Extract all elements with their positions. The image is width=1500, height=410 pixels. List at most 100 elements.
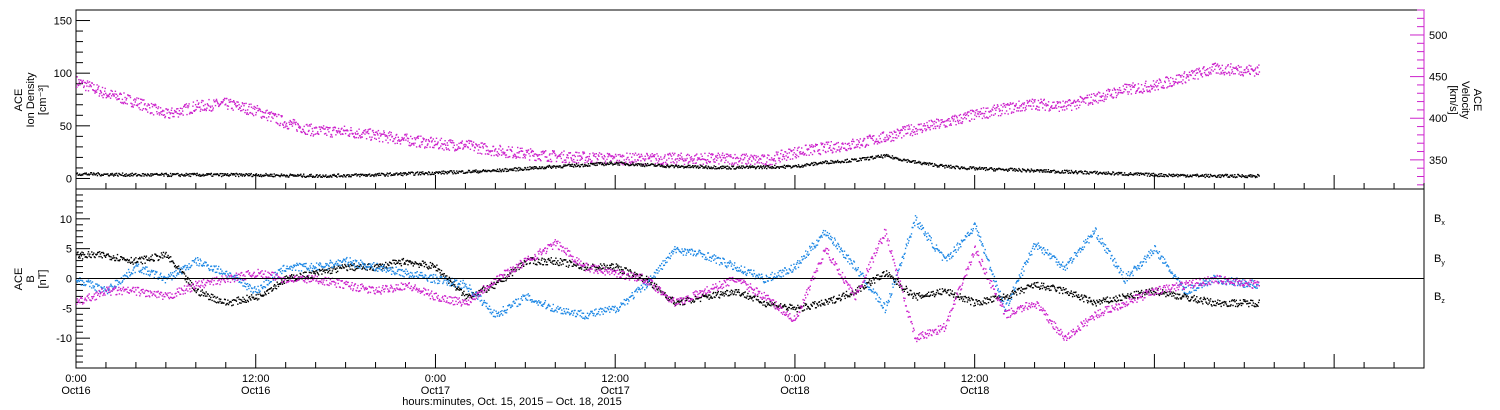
data-point	[540, 259, 543, 261]
data-point	[906, 125, 908, 127]
data-point	[286, 125, 288, 128]
data-point	[446, 173, 448, 175]
data-point	[399, 143, 402, 145]
data-point	[460, 141, 462, 144]
data-point	[1017, 107, 1019, 109]
data-point	[686, 165, 689, 168]
data-point	[776, 166, 778, 168]
data-point	[232, 174, 234, 176]
data-point	[1158, 78, 1161, 80]
data-point	[344, 263, 346, 266]
data-point	[780, 153, 782, 155]
data-point	[115, 93, 118, 95]
data-point	[1142, 172, 1144, 175]
data-point	[624, 164, 627, 166]
data-point	[1122, 92, 1124, 94]
data-point	[899, 159, 902, 161]
data-point	[458, 289, 460, 291]
data-point	[572, 161, 574, 163]
data-point	[1099, 92, 1101, 94]
data-point	[976, 109, 978, 111]
data-point	[203, 109, 205, 111]
data-point	[136, 97, 138, 99]
data-point	[336, 132, 339, 134]
data-point	[503, 151, 505, 153]
data-point	[862, 157, 864, 159]
y-right-tick-label: 350	[1429, 155, 1447, 167]
data-point	[182, 114, 184, 116]
data-point	[939, 163, 942, 166]
data-point	[403, 263, 405, 265]
data-point	[495, 148, 497, 150]
data-point	[859, 158, 862, 160]
data-point	[960, 117, 963, 119]
data-point	[774, 164, 776, 167]
data-point	[211, 299, 213, 302]
data-point	[155, 104, 157, 106]
data-point	[468, 293, 470, 295]
data-point	[264, 291, 266, 293]
data-point	[890, 157, 892, 159]
data-point	[457, 147, 459, 150]
data-point	[390, 134, 392, 136]
data-point	[389, 172, 391, 174]
data-point	[269, 113, 271, 115]
data-point	[220, 302, 222, 304]
data-point	[835, 161, 837, 164]
data-point	[690, 302, 692, 304]
data-point	[1228, 175, 1230, 178]
data-point	[831, 149, 833, 152]
data-point	[514, 154, 516, 156]
data-point	[311, 276, 313, 278]
data-point	[595, 266, 597, 269]
data-point	[285, 176, 287, 178]
data-point	[227, 108, 229, 110]
data-point	[432, 138, 434, 140]
data-point	[682, 165, 684, 168]
data-point	[1124, 89, 1127, 91]
data-point	[1012, 102, 1014, 104]
data-point	[120, 256, 123, 258]
data-point	[1235, 66, 1237, 68]
data-point	[494, 287, 496, 290]
data-point	[1229, 74, 1231, 76]
data-point	[834, 143, 837, 145]
data-point	[737, 157, 739, 160]
data-point	[128, 259, 130, 261]
data-point	[201, 174, 204, 176]
data-point	[565, 161, 567, 163]
data-point	[121, 102, 123, 104]
data-point	[567, 157, 569, 159]
data-point	[756, 161, 759, 163]
data-point	[371, 136, 373, 138]
data-point	[247, 300, 249, 303]
data-point	[1170, 175, 1172, 177]
data-point	[161, 113, 163, 116]
data-point	[196, 99, 198, 102]
data-point	[167, 175, 169, 178]
data-point	[1022, 102, 1024, 105]
data-point	[466, 293, 468, 296]
data-point	[289, 123, 291, 126]
data-point	[135, 104, 138, 106]
data-point	[506, 149, 509, 151]
data-point	[952, 115, 954, 117]
data-point	[337, 270, 339, 273]
data-point	[486, 170, 488, 173]
data-point	[1224, 71, 1226, 73]
data-point	[1102, 95, 1104, 97]
data-point	[455, 289, 457, 291]
data-point	[1074, 105, 1076, 107]
data-point	[782, 165, 784, 168]
data-point	[433, 173, 435, 176]
data-point	[1257, 67, 1259, 69]
data-point	[686, 157, 688, 160]
data-point	[236, 105, 239, 107]
data-point	[320, 175, 323, 178]
data-point	[106, 173, 108, 175]
data-point	[510, 168, 513, 170]
data-point	[1080, 101, 1083, 103]
data-point	[116, 253, 119, 256]
data-point	[456, 287, 458, 289]
data-point	[476, 171, 478, 174]
